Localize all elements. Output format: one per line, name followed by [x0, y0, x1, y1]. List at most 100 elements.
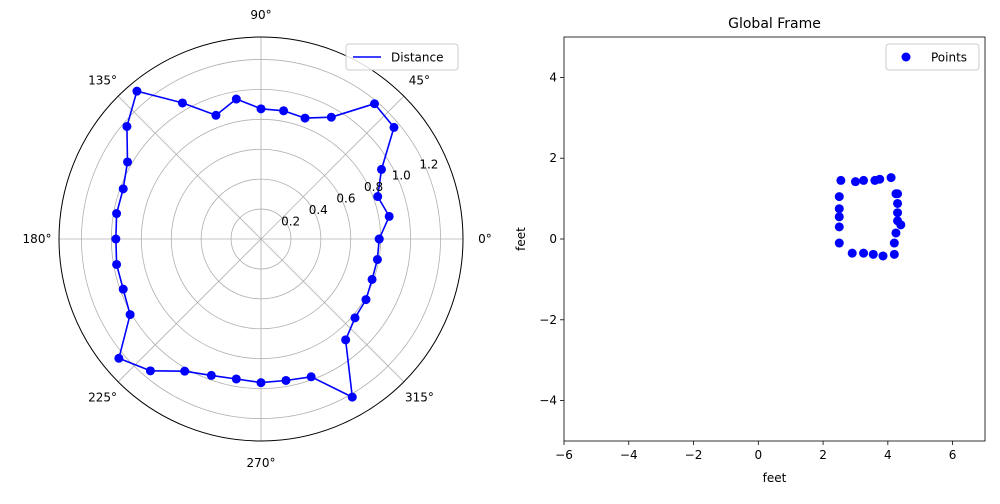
polar-legend-box: [345, 43, 459, 71]
polar-series-line: [115, 90, 395, 398]
polar-point-13: [132, 86, 142, 96]
polar-point-21: [125, 310, 135, 320]
scatter-point-11: [889, 238, 899, 248]
scatter-point-10: [889, 249, 899, 259]
scatter-point-23: [850, 177, 860, 187]
polar-frame: [58, 36, 464, 442]
scatter-point-12: [891, 228, 901, 238]
polar-point-14: [122, 121, 132, 131]
scatter-point-7: [859, 248, 869, 258]
y-tick-label-2: 2: [549, 151, 557, 165]
polar-angle-label-180: 180°: [23, 232, 52, 246]
scatter-x-ticks: −6 −4 −2 0 2 4 6: [555, 441, 956, 462]
scatter-point-1: [834, 192, 844, 202]
polar-point-26: [231, 374, 241, 384]
scatter-point-18: [893, 189, 903, 199]
scatter-y-ticks: −4 −2 0 2 4: [539, 70, 564, 408]
polar-point-1: [384, 211, 394, 221]
polar-radius-label-0.8: 0.8: [364, 180, 383, 194]
x-tick-label-0: 0: [754, 448, 762, 462]
polar-point-3: [377, 164, 387, 174]
polar-point-27: [256, 378, 266, 388]
polar-point-10: [231, 94, 241, 104]
polar-angle-label-270: 270°: [247, 456, 276, 470]
polar-angle-label-45: 45°: [409, 74, 430, 88]
polar-point-31: [341, 335, 351, 345]
polar-point-18: [111, 234, 121, 244]
scatter-title: Global Frame: [728, 16, 821, 32]
x-tick-label-4: 4: [884, 448, 892, 462]
scatter-y-axis-label: feet: [514, 227, 528, 251]
scatter-point-5: [834, 238, 844, 248]
polar-point-30: [347, 392, 357, 402]
scatter-point-16: [893, 198, 903, 208]
polar-point-5: [369, 99, 379, 109]
x-tick-label-2: 2: [819, 448, 827, 462]
polar-chart: 0° 45° 90° 135° 180° 225° 270° 315° 0.2 …: [23, 8, 492, 470]
scatter-legend: Points: [885, 43, 980, 71]
polar-point-4: [389, 122, 399, 132]
polar-point-25: [206, 370, 216, 380]
polar-radius-label-0.2: 0.2: [281, 215, 300, 229]
polar-point-2: [373, 192, 383, 202]
polar-legend-label: Distance: [391, 51, 443, 65]
x-tick-label-6: 6: [949, 448, 957, 462]
scatter-point-2: [834, 204, 844, 214]
polar-point-22: [114, 353, 124, 363]
scatter-chart: Global Frame −6 −4 −2 0 2 4 6 −4 −2 0 2 …: [514, 16, 986, 485]
polar-series-distance: [111, 86, 399, 402]
polar-angle-label-135: 135°: [88, 74, 117, 88]
polar-point-35: [372, 255, 382, 265]
polar-point-11: [211, 110, 221, 120]
polar-angle-label-90: 90°: [250, 8, 271, 22]
polar-point-36: [374, 234, 384, 244]
polar-point-34: [367, 274, 377, 284]
polar-radius-label-1.2: 1.2: [419, 157, 438, 171]
scatter-point-22: [859, 175, 869, 185]
polar-point-24: [180, 366, 190, 376]
polar-point-19: [112, 259, 122, 269]
polar-point-16: [118, 184, 128, 194]
scatter-point-6: [847, 248, 857, 258]
polar-radius-label-1.0: 1.0: [392, 169, 411, 183]
scatter-legend-label: Points: [931, 51, 967, 65]
scatter-point-9: [878, 251, 888, 261]
polar-point-6: [326, 112, 336, 122]
scatter-point-15: [893, 208, 903, 218]
polar-angle-label-315: 315°: [405, 390, 434, 404]
scatter-x-axis-label: feet: [763, 471, 787, 485]
polar-radius-label-0.4: 0.4: [309, 203, 328, 217]
scatter-point-19: [886, 173, 896, 183]
polar-legend: Distance: [345, 43, 459, 71]
y-tick-label-neg2: −2: [539, 313, 557, 327]
polar-point-7: [300, 113, 310, 123]
scatter-point-3: [834, 212, 844, 222]
polar-angle-label-0: 0°: [478, 232, 492, 246]
polar-point-23: [145, 366, 155, 376]
polar-point-17: [112, 209, 122, 219]
polar-point-33: [361, 295, 371, 305]
scatter-points: [834, 173, 906, 261]
polar-point-8: [279, 106, 289, 116]
polar-angle-label-225: 225°: [88, 390, 117, 404]
scatter-axes-frame: [563, 36, 986, 442]
x-tick-label-neg2: −2: [685, 448, 703, 462]
polar-point-28: [281, 375, 291, 385]
polar-point-15: [123, 157, 133, 167]
y-tick-label-0: 0: [549, 232, 557, 246]
polar-point-20: [118, 284, 128, 294]
polar-grid-spoke-3: [117, 95, 262, 240]
y-tick-label-4: 4: [549, 70, 557, 84]
scatter-point-8: [868, 249, 878, 259]
polar-point-12: [177, 98, 187, 108]
polar-grid-spoke-1: [260, 95, 405, 240]
scatter-point-0: [836, 175, 846, 185]
scatter-legend-box: [885, 43, 980, 71]
x-tick-label-neg4: −4: [620, 448, 638, 462]
x-tick-label-neg6: −6: [555, 448, 573, 462]
polar-grid-spoke-5: [117, 238, 262, 383]
polar-point-9: [256, 104, 266, 114]
y-tick-label-neg4: −4: [539, 394, 557, 408]
polar-radius-label-0.6: 0.6: [336, 192, 355, 206]
